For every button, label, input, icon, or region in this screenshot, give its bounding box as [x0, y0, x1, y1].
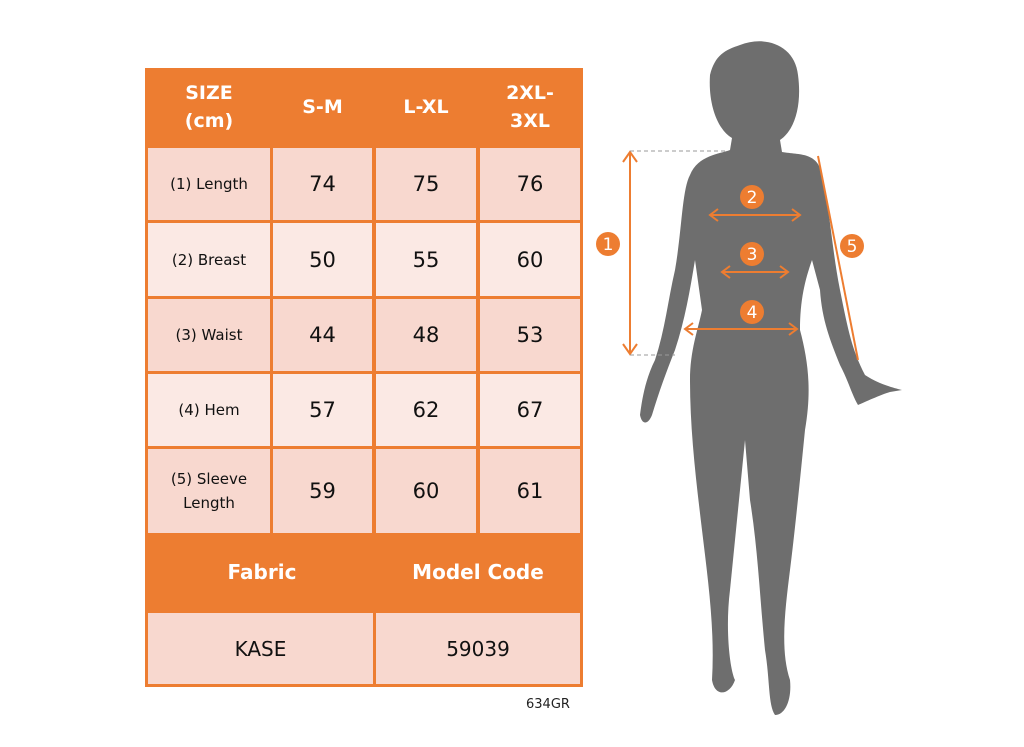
marker-4: 4: [740, 300, 764, 324]
row-label: (5) Sleeve Length: [148, 449, 270, 533]
size-value: 67: [480, 374, 580, 446]
size-value: 44: [273, 299, 372, 371]
row-label: (3) Waist: [148, 299, 270, 371]
size-value: 59: [273, 449, 372, 533]
size-value: 62: [376, 374, 476, 446]
row-label: (1) Length: [148, 148, 270, 220]
guide-lines: [630, 150, 725, 356]
header-l-xl: L-XL: [403, 95, 449, 118]
measurement-arrows: [622, 150, 859, 361]
model-code-header: Model Code: [412, 559, 544, 584]
marker-number: 5: [847, 237, 858, 257]
row-label: (2) Breast: [148, 223, 270, 296]
row-label: (4) Hem: [148, 374, 270, 446]
size-value: 48: [376, 299, 476, 371]
marker-number: 3: [747, 245, 758, 265]
product-code: 634GR: [526, 697, 570, 712]
header-s-m: S-M: [302, 95, 343, 118]
size-value: 53: [480, 299, 580, 371]
marker-number: 2: [747, 188, 758, 208]
marker-5: 5: [840, 234, 864, 258]
header-2xl-3xl: 2XL- 3XL: [506, 81, 554, 132]
marker-2: 2: [740, 185, 764, 209]
fabric-header: Fabric: [227, 559, 297, 584]
fabric-value: KASE: [148, 613, 373, 684]
body-measurement-figure: 1 2 3 4 5: [596, 41, 902, 715]
size-value: 74: [273, 148, 372, 220]
size-value: 57: [273, 374, 372, 446]
size-value: 50: [273, 223, 372, 296]
marker-1: 1: [596, 232, 620, 256]
size-value: 55: [376, 223, 476, 296]
marker-number: 4: [747, 303, 758, 323]
size-chart-table: SIZE (cm) S-M L-XL 2XL- 3XL (1) Length 74…: [145, 68, 583, 687]
size-value: 60: [480, 223, 580, 296]
model-code-value: 59039: [376, 613, 580, 684]
size-value: 75: [376, 148, 476, 220]
woman-silhouette: [640, 41, 902, 715]
marker-3: 3: [740, 242, 764, 266]
size-value: 61: [480, 449, 580, 533]
marker-number: 1: [603, 235, 614, 255]
header-size: SIZE (cm): [184, 81, 234, 132]
size-value: 60: [376, 449, 476, 533]
size-value: 76: [480, 148, 580, 220]
